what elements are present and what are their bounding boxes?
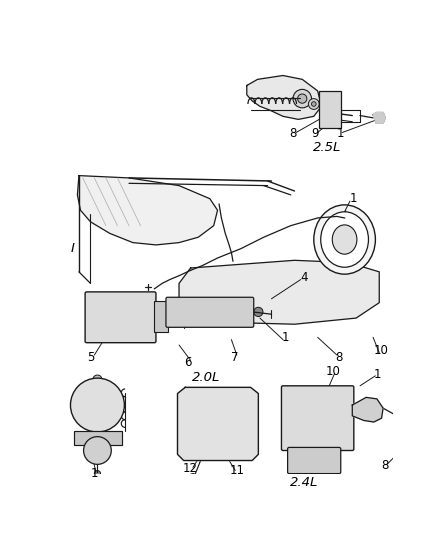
Circle shape [282,421,291,431]
Circle shape [308,99,319,109]
FancyBboxPatch shape [166,297,254,327]
Text: 2.0L: 2.0L [192,371,220,384]
Circle shape [100,308,119,326]
Text: 4: 4 [300,271,307,284]
Circle shape [332,209,340,216]
Circle shape [94,471,100,477]
Text: 9: 9 [311,127,319,140]
Circle shape [177,306,189,318]
Ellipse shape [314,205,375,274]
Circle shape [332,262,340,270]
Bar [319,91,341,128]
Text: 2.4L: 2.4L [290,475,319,489]
Polygon shape [352,398,383,422]
Text: 6: 6 [184,356,191,369]
Circle shape [79,386,116,424]
Text: 7: 7 [231,351,238,364]
Circle shape [327,111,333,117]
Text: 10: 10 [374,344,389,357]
Text: 1: 1 [337,127,345,140]
Ellipse shape [332,225,357,254]
Polygon shape [177,387,258,461]
Text: 10: 10 [325,366,340,378]
Circle shape [254,308,263,317]
Circle shape [298,94,307,103]
Circle shape [180,309,186,315]
Text: 1: 1 [91,467,98,480]
Circle shape [71,378,124,432]
Circle shape [94,301,125,332]
Circle shape [332,105,335,108]
FancyBboxPatch shape [282,386,354,450]
Circle shape [90,443,105,458]
Polygon shape [78,175,218,245]
Text: 2.5L: 2.5L [313,141,341,154]
Circle shape [327,95,333,102]
Circle shape [293,401,335,443]
Circle shape [327,119,333,125]
Circle shape [88,333,94,339]
Bar [155,301,168,332]
FancyBboxPatch shape [288,447,341,474]
Text: 8: 8 [381,459,389,472]
Text: 5: 5 [88,351,95,364]
Circle shape [309,417,318,426]
Circle shape [145,294,151,301]
Circle shape [157,308,166,317]
Circle shape [293,90,311,108]
Circle shape [341,208,349,216]
Circle shape [205,308,215,317]
Text: 1: 1 [374,368,381,381]
Text: 1: 1 [350,192,357,205]
Text: 1: 1 [282,331,289,344]
Circle shape [362,250,370,257]
Text: 8: 8 [290,127,297,140]
Polygon shape [247,76,321,119]
Bar [74,431,122,445]
Text: 11: 11 [230,464,245,477]
Circle shape [301,410,326,434]
Text: 12: 12 [183,463,198,475]
Circle shape [145,333,151,339]
Text: I: I [71,243,75,255]
Ellipse shape [321,212,368,267]
Polygon shape [373,112,385,123]
Circle shape [282,406,291,415]
Circle shape [88,294,94,301]
Circle shape [84,437,111,464]
Circle shape [189,474,197,481]
Polygon shape [179,260,379,324]
Circle shape [394,412,403,421]
Text: 8: 8 [336,351,343,364]
Circle shape [88,396,107,414]
Circle shape [106,313,113,320]
Circle shape [93,375,102,384]
Circle shape [327,103,333,109]
Circle shape [311,102,316,106]
FancyBboxPatch shape [85,292,156,343]
Circle shape [329,102,337,110]
